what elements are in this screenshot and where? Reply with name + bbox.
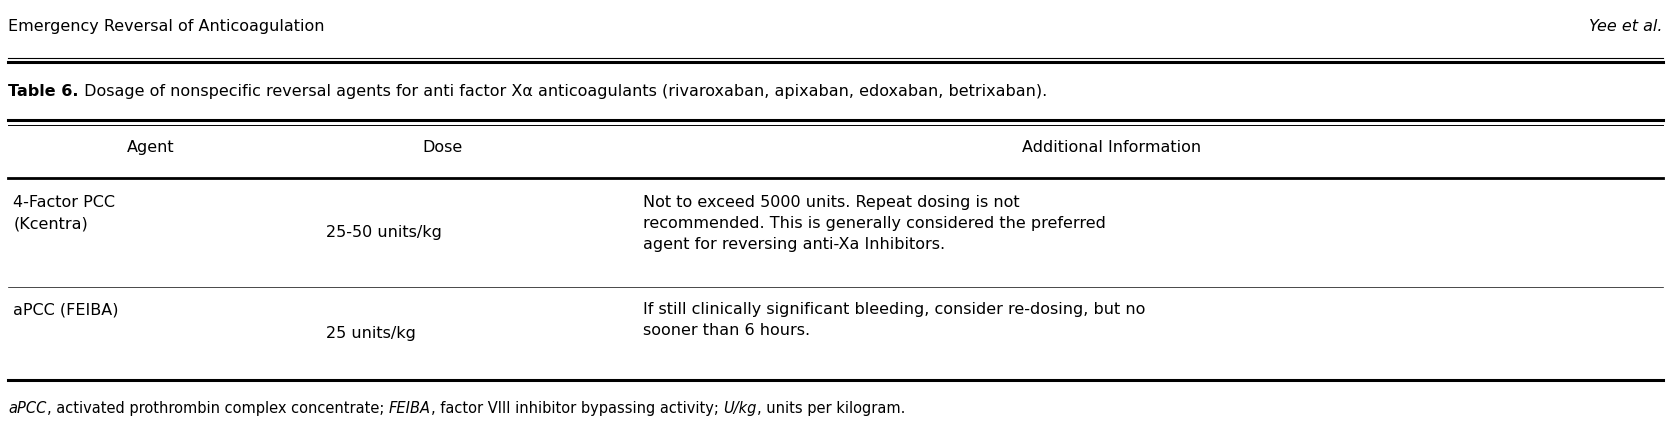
Text: Emergency Reversal of Anticoagulation: Emergency Reversal of Anticoagulation (8, 19, 324, 34)
Text: Dosage of nonspecific reversal agents for anti factor Xα anticoagulants (rivarox: Dosage of nonspecific reversal agents fo… (79, 84, 1048, 99)
Text: Agent: Agent (127, 140, 174, 155)
Text: Yee et al.: Yee et al. (1589, 19, 1663, 34)
Text: Additional Information: Additional Information (1021, 140, 1201, 155)
Text: aPCC (FEIBA): aPCC (FEIBA) (13, 302, 119, 317)
Text: If still clinically significant bleeding, consider re-dosing, but no
sooner than: If still clinically significant bleeding… (643, 302, 1146, 338)
Text: Table 6.: Table 6. (8, 84, 79, 99)
Text: , factor VIII inhibitor bypassing activity;: , factor VIII inhibitor bypassing activi… (431, 401, 724, 416)
Text: 25 units/kg: 25 units/kg (326, 326, 416, 341)
Text: U/kg: U/kg (724, 401, 757, 416)
Text: Not to exceed 5000 units. Repeat dosing is not
recommended. This is generally co: Not to exceed 5000 units. Repeat dosing … (643, 195, 1106, 252)
Text: , units per kilogram.: , units per kilogram. (757, 401, 906, 416)
Text: , activated prothrombin complex concentrate;: , activated prothrombin complex concentr… (47, 401, 389, 416)
Text: aPCC: aPCC (8, 401, 47, 416)
Text: Dose: Dose (423, 140, 463, 155)
Text: 25-50 units/kg: 25-50 units/kg (326, 225, 441, 240)
Text: FEIBA: FEIBA (389, 401, 431, 416)
Text: 4-Factor PCC
(Kcentra): 4-Factor PCC (Kcentra) (13, 195, 115, 231)
